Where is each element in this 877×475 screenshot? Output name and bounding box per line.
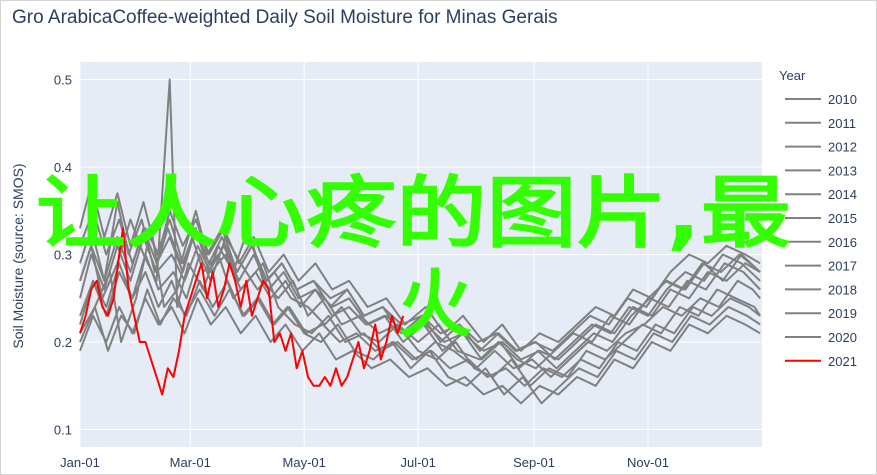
x-tick-label: Jul-01 (400, 455, 435, 470)
legend-label: 2013 (828, 163, 857, 178)
legend-label: 2020 (828, 330, 857, 345)
series-line-2019 (79, 297, 761, 405)
legend-item-2021[interactable]: 2021 (785, 354, 857, 369)
watermark-overlay: 让人心疼的图片,最 火 (36, 169, 791, 348)
chart-title: Gro ArabicaCoffee-weighted Daily Soil Mo… (12, 7, 558, 28)
legend-item-2011[interactable]: 2011 (785, 116, 856, 131)
x-tick-label: Sep-01 (513, 455, 555, 470)
x-axis-ticks: Jan-01 Mar-01 May-01 Jul-01 Sep-01 Nov-01 (60, 455, 669, 470)
series-line-2016 (79, 209, 761, 352)
y-tick-label: 0.1 (54, 423, 72, 438)
legend-item-2010[interactable]: 2010 (785, 92, 857, 107)
legend-item-2016[interactable]: 2016 (785, 235, 857, 250)
y-tick-label: 0.2 (54, 335, 72, 350)
y-tick-label: 0.3 (54, 248, 72, 263)
watermark-line-1: 让人心疼的图片,最 (36, 169, 791, 259)
y-axis-title: Soil Moisture (source: SMOS) (10, 163, 26, 348)
gridlines (79, 62, 762, 447)
x-tick-label: May-01 (283, 455, 326, 470)
y-axis-ticks: 0.1 0.2 0.3 0.4 0.5 (54, 73, 72, 438)
y-tick-label: 0.4 (54, 160, 72, 175)
x-tick-label: Jan-01 (60, 455, 100, 470)
legend-label: 2019 (828, 306, 857, 321)
legend-item-2015[interactable]: 2015 (785, 211, 857, 226)
x-tick-label: Nov-01 (627, 455, 669, 470)
legend-label: 2012 (828, 140, 857, 155)
legend-label: 2014 (828, 187, 857, 202)
legend-label: 2016 (828, 235, 857, 250)
series-line-2018 (79, 227, 761, 352)
legend-label: 2021 (828, 354, 857, 369)
legend-item-2018[interactable]: 2018 (785, 282, 857, 297)
series-layer (79, 78, 761, 405)
legend-label: 2018 (828, 282, 857, 297)
legend-label: 2015 (828, 211, 857, 226)
legend-item-2020[interactable]: 2020 (785, 330, 857, 345)
series-line-2020 (79, 183, 761, 361)
legend-label: 2011 (828, 116, 856, 131)
y-tick-label: 0.5 (54, 73, 72, 88)
legend-item-2014[interactable]: 2014 (785, 187, 857, 202)
watermark-line-2: 火 (398, 262, 472, 348)
legend-item-2013[interactable]: 2013 (785, 163, 857, 178)
legend: 2010 2011 2012 2013 2014 2015 2016 2017 2018 2019… (785, 92, 857, 369)
x-tick-label: Mar-01 (170, 455, 211, 470)
series-line-2021 (79, 227, 405, 396)
legend-title: Year (779, 68, 806, 83)
legend-item-2012[interactable]: 2012 (785, 140, 857, 155)
legend-label: 2010 (828, 92, 857, 107)
legend-item-2017[interactable]: 2017 (785, 259, 857, 274)
legend-label: 2017 (828, 259, 857, 274)
legend-item-2019[interactable]: 2019 (785, 306, 857, 321)
